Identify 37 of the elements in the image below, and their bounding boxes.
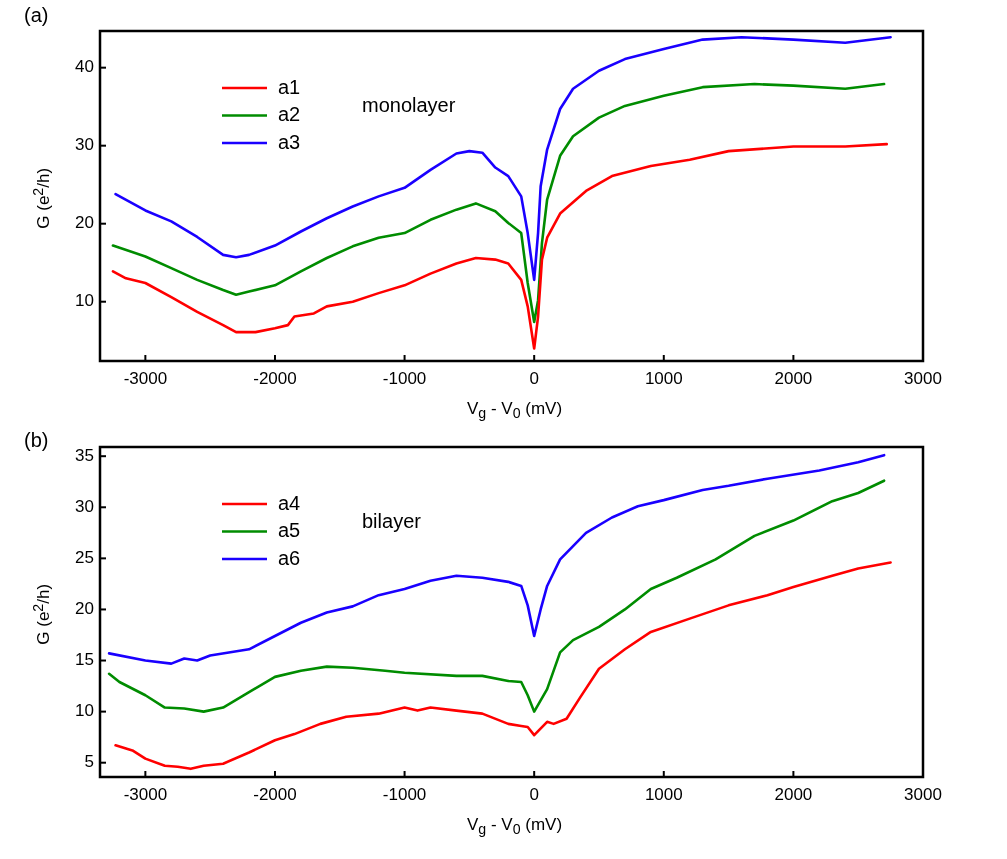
x-tick-label: -1000	[382, 784, 427, 804]
y-tick-label: 30	[75, 135, 94, 155]
y-tick-label: 25	[75, 548, 94, 568]
x-tick-label: 0	[529, 368, 539, 388]
y-tick-label: 35	[75, 445, 94, 465]
x-tick-label: 0	[529, 784, 539, 804]
x-axis-title: V$_{g}$ - V$_{0}$ (mV)	[465, 815, 564, 838]
legend-label: a1	[278, 75, 301, 98]
annotation: monolayer	[362, 93, 456, 116]
x-tick-label: 3000	[904, 368, 942, 388]
y-tick-label: 20	[75, 213, 94, 233]
y-tick-label: 30	[75, 496, 94, 516]
x-tick-label: 2000	[774, 368, 813, 388]
x-tick-label: -2000	[253, 368, 297, 388]
x-tick-label: -2000	[253, 784, 297, 804]
x-tick-label: 2000	[774, 784, 813, 804]
y-tick-label: 5	[84, 752, 94, 772]
annotation: bilayer	[362, 509, 422, 532]
y-tick-label: 20	[75, 599, 94, 619]
y-tick-label: 10	[75, 701, 94, 721]
y-tick-label: 40	[75, 57, 94, 77]
chart-title: (b)	[24, 429, 49, 452]
legend-label: a5	[278, 519, 301, 542]
x-axis-title: V$_{g}$ - V$_{0}$ (mV)	[465, 399, 564, 422]
x-tick-label: 3000	[904, 784, 942, 804]
x-tick-label: -1000	[382, 368, 427, 388]
legend-label: a6	[278, 546, 301, 569]
x-tick-label: 1000	[644, 368, 683, 388]
x-tick-label: -3000	[123, 368, 168, 388]
legend-label: a3	[278, 130, 301, 153]
x-tick-label: -3000	[123, 784, 168, 804]
x-tick-label: 1000	[644, 784, 683, 804]
legend-label: a2	[278, 103, 301, 126]
legend-label: a4	[278, 491, 301, 514]
chart-title: (a)	[24, 4, 49, 27]
y-tick-label: 15	[75, 650, 94, 670]
y-tick-label: 10	[75, 291, 94, 311]
